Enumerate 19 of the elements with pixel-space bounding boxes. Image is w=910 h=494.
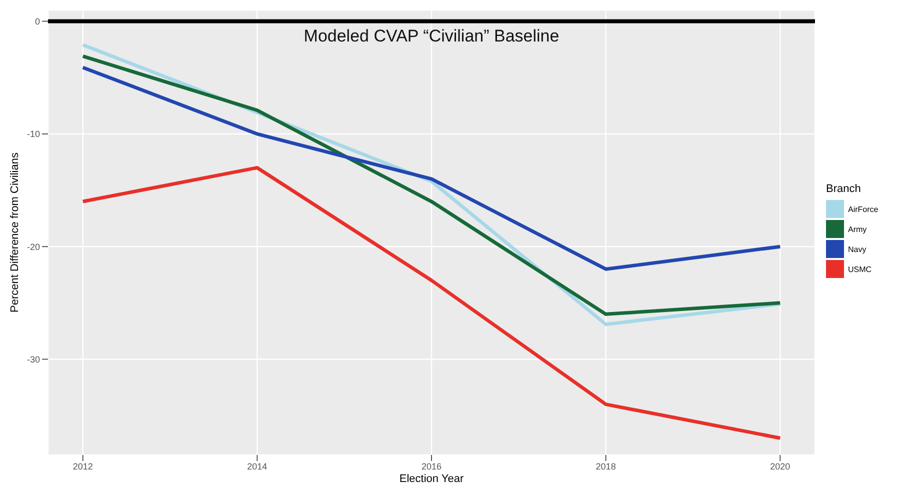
x-tick-label: 2018 (596, 461, 616, 472)
x-tick-label: 2020 (770, 461, 790, 472)
x-axis-title: Election Year (399, 473, 464, 485)
x-tick-label: 2014 (247, 461, 268, 472)
legend-label: Army (848, 224, 867, 234)
line-series (81, 166, 782, 440)
legend-label: Navy (848, 244, 866, 254)
y-tick-label: -30 (26, 354, 40, 364)
y-tick-label: -20 (26, 242, 40, 252)
legend-label: AirForce (848, 204, 878, 214)
y-axis-title: Percent Difference from Civilians (8, 152, 21, 312)
legend-label: USMC (848, 264, 872, 274)
y-tick-label: -10 (26, 129, 40, 140)
line-series (81, 66, 782, 271)
x-tick-label: 2012 (72, 461, 93, 472)
y-tick-label: 0 (34, 16, 40, 26)
legend-title: Branch (826, 183, 862, 195)
x-tick-label: 2016 (421, 461, 442, 472)
ref-line-label: Modeled CVAP “Civilian” Baseline (304, 26, 560, 46)
